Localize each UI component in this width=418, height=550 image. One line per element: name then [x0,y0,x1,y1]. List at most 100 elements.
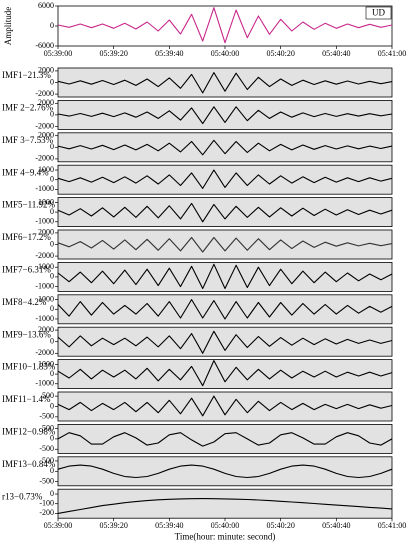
x-tick-label: 05:41:00 [378,49,406,58]
y-tick-label: 0 [50,434,54,443]
y-tick-label: -6000 [35,41,54,50]
y-tick-label: 0 [50,466,54,475]
y-tick-label: 0 [50,489,54,498]
panel-background [57,326,393,357]
panel-label: IMF11−1.4% [2,394,51,404]
waveform [57,395,393,417]
panel-label: IMF9−13.6% [2,329,51,339]
panel-label: IMF 3−7.53% [2,135,54,145]
y-tick-label: -1000 [35,314,54,323]
y-tick-label: 6000 [38,1,54,10]
y-tick-label: -200 [39,508,54,517]
y-tick-label: 500 [42,456,54,465]
waveform [57,263,393,290]
x-tick-label: 05:39:20 [99,521,127,530]
y-tick-label: 2000 [38,131,54,140]
y-tick-label: 0 [50,304,54,313]
x-tick-label: 05:41:00 [378,521,406,530]
panel-label: IMF8−4.2% [2,297,47,307]
y-tick-label: -2000 [35,121,54,130]
x-tick-label: 05:40:40 [322,521,350,530]
panel-background [57,261,393,292]
y-tick-label: -500 [39,412,54,421]
waveform [57,360,393,387]
panel-background [57,423,393,454]
panel-background [57,100,393,130]
y-tick-label: -1000 [35,281,54,290]
panel-background [57,132,393,163]
y-tick-label: 0 [50,337,54,346]
y-tick-label: -1000 [35,379,54,388]
y-tick-label: -2000 [35,251,54,260]
panel-label: IMF1−21.3% [2,70,51,80]
waveform [57,72,393,94]
panel-background [57,164,393,195]
waveform [57,7,393,44]
waveform [57,106,393,125]
panel-label: IMF6−17.2% [2,232,51,242]
y-tick-label: -2000 [35,348,54,357]
panel-label: IMF5−11.92% [2,200,55,210]
x-tick-label: 05:39:00 [44,521,72,530]
x-tick-label: 05:40:00 [211,49,239,58]
y-tick-label: 2000 [38,228,54,237]
y-tick-label: -2000 [35,89,54,98]
y-tick-label: 0 [50,77,54,86]
x-tick-label: 05:40:40 [322,49,350,58]
panel-background [57,5,393,47]
title-box [365,6,392,20]
chart-title: UD [372,8,385,18]
y-tick-label: 0 [50,272,54,281]
y-tick-label: -2000 [35,154,54,163]
waveform [57,299,393,320]
y-tick-label: -1000 [35,184,54,193]
panel-label: IMF12−0.98% [2,426,56,436]
y-tick-label: 1000 [38,165,54,174]
y-tick-label: 0 [50,21,54,30]
panel-label: IMF7−6.31% [2,264,51,274]
y-tick-label: 0 [50,401,54,410]
panel-label: IMF 2−2.76% [2,102,54,112]
x-tick-label: 05:40:20 [266,521,294,530]
x-tick-label: 05:39:00 [44,49,72,58]
y-tick-label: 0 [50,239,54,248]
panel-label: IMF10−1.83% [2,362,56,372]
waveform [57,236,393,253]
waveform [57,330,393,354]
y-tick-label: 0 [50,369,54,378]
y-tick-label: -1000 [35,217,54,226]
y-tick-label: 1000 [38,197,54,206]
y-tick-label: 0 [50,142,54,151]
panel-label: IMF13−0.84% [2,459,56,469]
panel-label: IMF 4−9.4% [2,167,49,177]
y-tick-label: 1000 [38,262,54,271]
waveform [57,139,393,156]
y-tick-label: -100 [39,499,54,508]
y-tick-label: 1000 [38,359,54,368]
panel-background [57,456,393,487]
waveform [57,202,393,223]
x-tick-label: 05:40:00 [211,521,239,530]
panel-label: r13−0.73% [2,491,43,501]
x-tick-label: 05:40:20 [266,49,294,58]
y-tick-label: 1000 [38,294,54,303]
x-axis-label: Time(hour: minute: second) [175,531,276,541]
waveform [57,169,393,189]
panel-background [57,391,393,422]
y-tick-label: -500 [39,444,54,453]
waveform [57,432,393,447]
y-axis-label: Amplitude [3,7,13,46]
waveform [57,464,393,479]
x-tick-label: 05:39:20 [99,49,127,58]
panel-background [57,197,393,228]
y-tick-label: 2000 [38,98,54,107]
y-tick-label: 2000 [38,325,54,334]
panel-background [57,229,393,260]
y-tick-label: 500 [42,423,54,432]
y-tick-label: 500 [42,391,54,400]
panel-background [57,359,393,390]
y-tick-label: 0 [50,110,54,119]
panel-background [57,488,393,519]
y-tick-label: -500 [39,476,54,485]
